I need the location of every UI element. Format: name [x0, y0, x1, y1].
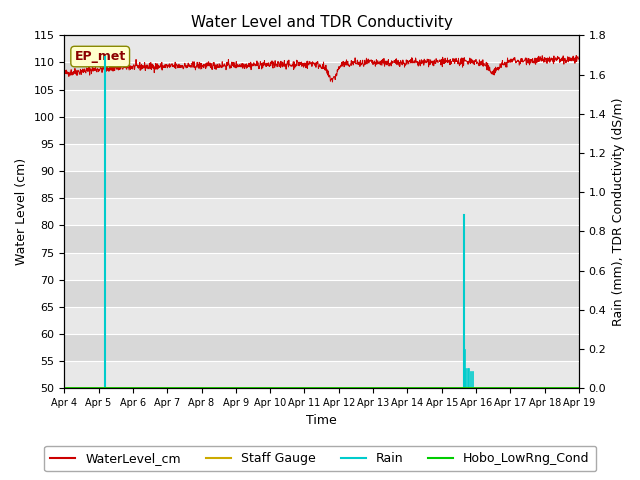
Bar	[64, 171, 579, 198]
Bar	[64, 117, 579, 144]
Bar	[64, 307, 579, 334]
Y-axis label: Water Level (cm): Water Level (cm)	[15, 158, 28, 265]
Bar	[64, 334, 579, 361]
Y-axis label: Rain (mm), TDR Conductivity (dS/m): Rain (mm), TDR Conductivity (dS/m)	[612, 97, 625, 326]
Bar	[64, 36, 579, 62]
Bar	[64, 280, 579, 307]
Bar	[64, 62, 579, 90]
Bar	[64, 198, 579, 226]
Bar	[64, 90, 579, 117]
Title: Water Level and TDR Conductivity: Water Level and TDR Conductivity	[191, 15, 452, 30]
Bar	[64, 361, 579, 388]
Text: EP_met: EP_met	[75, 50, 126, 63]
Bar	[64, 144, 579, 171]
X-axis label: Time: Time	[307, 414, 337, 427]
Legend: WaterLevel_cm, Staff Gauge, Rain, Hobo_LowRng_Cond: WaterLevel_cm, Staff Gauge, Rain, Hobo_L…	[44, 446, 596, 471]
Bar	[64, 252, 579, 280]
Bar	[64, 226, 579, 252]
